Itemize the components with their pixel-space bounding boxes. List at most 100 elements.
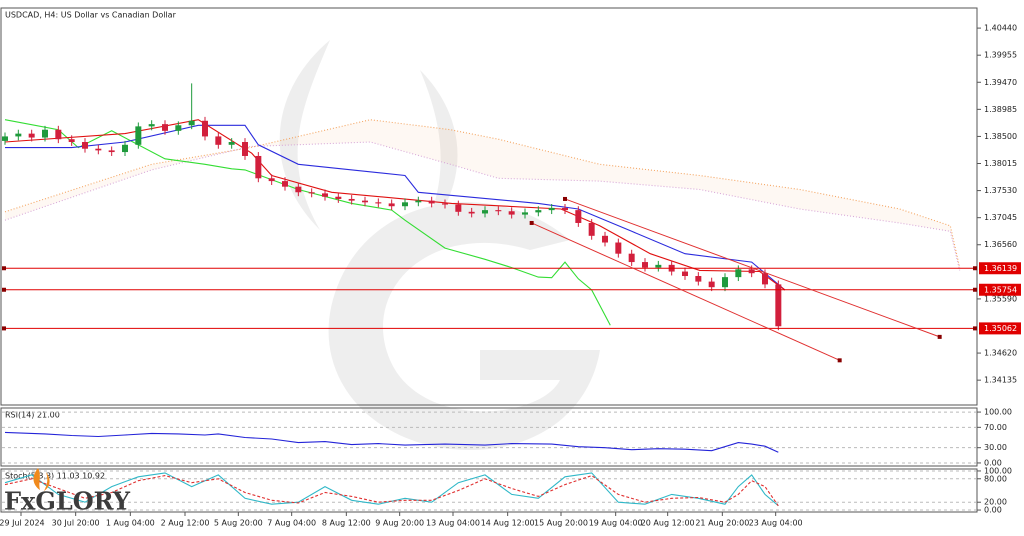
candle-body: [508, 211, 515, 215]
candle-body: [415, 200, 422, 203]
candle-body: [575, 210, 582, 223]
candle-body: [348, 198, 355, 201]
x-tick-label: 23 Aug 04:00: [749, 519, 803, 528]
x-tick-label: 15 Aug 20:00: [534, 519, 588, 528]
x-tick-label: 5 Aug 20:00: [214, 519, 263, 528]
candle-body: [695, 276, 702, 282]
candle-body: [402, 202, 408, 207]
level-marker: [2, 326, 6, 331]
y-tick-label: 1.37530: [984, 186, 1017, 195]
y-tick-label: 1.40440: [984, 24, 1017, 33]
candle-body: [188, 120, 195, 126]
level-marker: [973, 326, 977, 331]
stoch-panel: [0, 468, 978, 513]
candle-body: [708, 281, 715, 288]
candle-body: [28, 133, 35, 138]
y-tick-label: 1.34620: [984, 349, 1017, 358]
y-tick-label: 1.37045: [984, 213, 1017, 222]
candle-body: [2, 136, 8, 141]
y-tick-label: 1.38500: [984, 132, 1017, 141]
series-line: [5, 124, 786, 291]
y-tick-label: 100.00: [984, 466, 1012, 475]
series-line: [4, 431, 779, 453]
candle-body: [95, 148, 102, 151]
candle-body: [442, 203, 448, 205]
candle-body: [255, 155, 262, 179]
level-label-box: [979, 262, 1021, 275]
x-tick-label: 7 Aug 04:00: [267, 519, 316, 528]
candle-body: [615, 242, 622, 254]
candle-body: [135, 126, 142, 145]
candle-body: [175, 125, 182, 131]
x-tick-label: 29 Jul 2024: [0, 519, 45, 528]
y-tick-label: 1.39955: [984, 51, 1017, 60]
series-line: [4, 474, 779, 507]
candle-body: [42, 129, 48, 138]
level-label: 1.35754: [984, 285, 1017, 294]
trendline-anchor: [937, 334, 942, 339]
trendline: [564, 198, 940, 338]
logo: FxGLORY: [4, 468, 131, 516]
y-tick-label: 1.38015: [984, 159, 1017, 168]
candle-body: [455, 204, 462, 212]
level-marker: [2, 266, 6, 271]
candle-body: [15, 133, 22, 137]
y-tick-label: 1.36560: [984, 240, 1017, 249]
candle-body: [762, 273, 768, 285]
candle-body: [682, 271, 688, 277]
series-line: [4, 119, 786, 291]
candle-body: [202, 120, 208, 137]
candle-body: [775, 284, 782, 327]
candle-body: [215, 136, 222, 145]
level-marker: [973, 266, 977, 271]
x-tick-label: 21 Aug 20:00: [695, 519, 749, 528]
logo-flame: [33, 468, 50, 491]
candle-body: [108, 150, 115, 153]
trendline-anchor: [837, 358, 842, 363]
x-tick-label: 20 Aug 12:00: [641, 519, 695, 528]
series-line: [4, 472, 779, 507]
level-marker: [2, 287, 6, 292]
candle-body: [335, 196, 342, 199]
level-marker: [973, 287, 977, 292]
candle-body: [68, 139, 75, 143]
series-line: [4, 119, 961, 268]
panel-title: USDCAD, H4: US Dollar vs Canadian Dollar: [5, 11, 177, 20]
x-tick-label: 14 Aug 12:00: [481, 519, 535, 528]
candle-body: [655, 264, 662, 268]
y-tick-label: 0.00: [984, 458, 1002, 467]
level-label: 1.36139: [984, 264, 1017, 273]
y-tick-label: 80.00: [984, 474, 1007, 483]
candle-body: [162, 124, 168, 131]
candle-body: [562, 207, 568, 211]
candle-body: [628, 253, 635, 263]
candle-body: [482, 210, 488, 214]
trendline-anchor: [529, 220, 534, 225]
y-tick-label: 0.00: [984, 506, 1002, 515]
trendline: [531, 222, 840, 361]
x-tick-label: 19 Aug 04:00: [589, 519, 643, 528]
candle-body: [468, 211, 475, 214]
candle-body: [122, 144, 128, 153]
candle-body: [228, 142, 235, 145]
y-tick-label: 1.39470: [984, 78, 1017, 87]
candle-body: [82, 142, 88, 149]
candle-body: [55, 129, 62, 140]
y-tick-label: 70.00: [984, 423, 1007, 432]
level-label: 1.35062: [984, 324, 1017, 333]
candle-body: [722, 277, 728, 288]
candle-body: [642, 262, 648, 268]
candle-body: [148, 124, 155, 127]
candle-body: [322, 193, 328, 197]
candle-body: [308, 192, 315, 194]
candle-body: [388, 203, 395, 207]
rsi-panel: [0, 407, 978, 467]
logo-text: FxGLORY: [4, 487, 131, 516]
candle-body: [748, 269, 755, 274]
candle-body: [375, 202, 382, 204]
candle-body: [535, 210, 542, 213]
x-tick-label: 13 Aug 04:00: [426, 519, 480, 528]
candle-body: [548, 207, 555, 211]
ichimoku-cloud: [5, 119, 960, 271]
